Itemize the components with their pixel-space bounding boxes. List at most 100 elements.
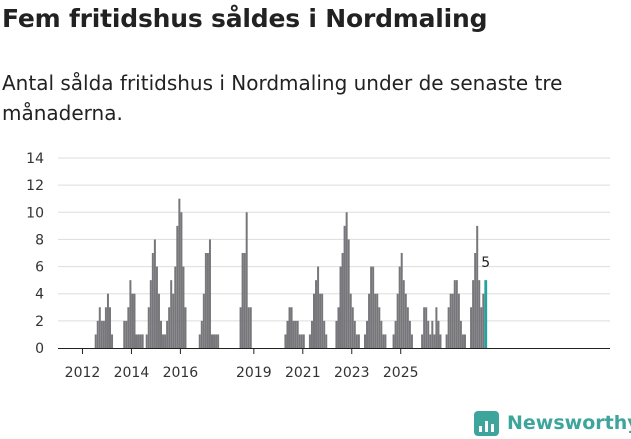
bar [480, 307, 483, 348]
bar [353, 320, 356, 348]
bar-chart-logo-icon [474, 410, 499, 436]
bar [339, 266, 342, 348]
logo-text: Newsworthy [507, 412, 631, 434]
bar [106, 293, 109, 348]
bar [451, 293, 454, 348]
bar [364, 334, 366, 348]
bar [378, 307, 381, 348]
bar [133, 293, 136, 348]
bar [337, 307, 340, 348]
bar [104, 307, 107, 348]
bar [439, 334, 442, 348]
bar [325, 334, 328, 348]
bars [94, 198, 488, 348]
bar [94, 334, 97, 348]
x-tick-label: 2025 [383, 365, 419, 381]
bar [376, 293, 379, 348]
bar [404, 293, 407, 348]
bar [372, 266, 375, 348]
y-tick-label: 8 [35, 232, 44, 248]
x-tick-label: 2021 [285, 365, 321, 381]
bar [449, 293, 452, 348]
bar [102, 320, 105, 348]
bar [427, 320, 430, 348]
bar [335, 320, 338, 348]
bar [149, 280, 152, 348]
bar [455, 280, 458, 348]
bar [147, 307, 150, 348]
bar [408, 320, 411, 348]
axes [58, 348, 610, 354]
bar [162, 334, 165, 348]
bar [96, 320, 99, 348]
bar [410, 334, 413, 348]
bar [204, 253, 207, 348]
bar [349, 293, 352, 348]
bar [459, 320, 462, 348]
bar [168, 307, 171, 348]
bar [382, 334, 385, 348]
bar [153, 239, 156, 348]
labels: 0 2 4 6 8 10 12 14 2012 2014 2016 2019 2021 2023 2025 5 [26, 151, 490, 381]
bar [300, 334, 303, 348]
bar [355, 334, 358, 348]
bar [470, 307, 473, 348]
bar [423, 307, 426, 348]
bar [366, 320, 369, 348]
bar [131, 293, 134, 348]
bar [302, 334, 305, 348]
bar [429, 334, 432, 348]
x-tick-label: 2012 [65, 365, 101, 381]
bar [482, 293, 485, 348]
bar [368, 293, 371, 348]
bar [151, 253, 154, 348]
bar [292, 320, 295, 348]
bar [437, 320, 440, 348]
bar [308, 334, 311, 348]
bar [174, 266, 177, 348]
bar [125, 320, 128, 348]
bar [396, 293, 399, 348]
bar [182, 266, 185, 348]
bar [345, 212, 348, 348]
bar [380, 320, 383, 348]
bar [109, 307, 111, 348]
bar [323, 320, 326, 348]
bar [176, 225, 179, 348]
bar [294, 320, 297, 348]
bar [313, 293, 315, 348]
bar [374, 293, 377, 348]
bar [170, 280, 173, 348]
bar [463, 334, 466, 348]
x-tick-label: 2014 [114, 365, 150, 381]
bar-chart: 0 2 4 6 8 10 12 14 2012 2014 2016 2019 2021 2023 2025 5 [26, 151, 610, 381]
bar [310, 320, 313, 348]
bar [461, 334, 464, 348]
bar [200, 320, 203, 348]
bar [247, 307, 250, 348]
bar [100, 320, 103, 348]
bar [394, 320, 397, 348]
bar [315, 280, 318, 348]
bar [421, 334, 424, 348]
bar [208, 239, 211, 348]
bar [290, 307, 293, 348]
bar [245, 212, 248, 348]
bar [155, 266, 158, 348]
bar [288, 307, 291, 348]
bar [384, 334, 387, 348]
bar [137, 334, 140, 348]
y-tick-label: 2 [35, 314, 44, 330]
bar [217, 334, 220, 348]
bar [135, 334, 138, 348]
y-tick-label: 14 [26, 151, 44, 167]
bar [206, 253, 209, 348]
y-tick-label: 12 [26, 178, 44, 194]
bar [392, 334, 395, 348]
bar [160, 320, 162, 348]
latest-value-label: 5 [481, 255, 490, 271]
bar [164, 334, 167, 348]
bar [241, 253, 244, 348]
bar [249, 307, 252, 348]
bar [215, 334, 218, 348]
